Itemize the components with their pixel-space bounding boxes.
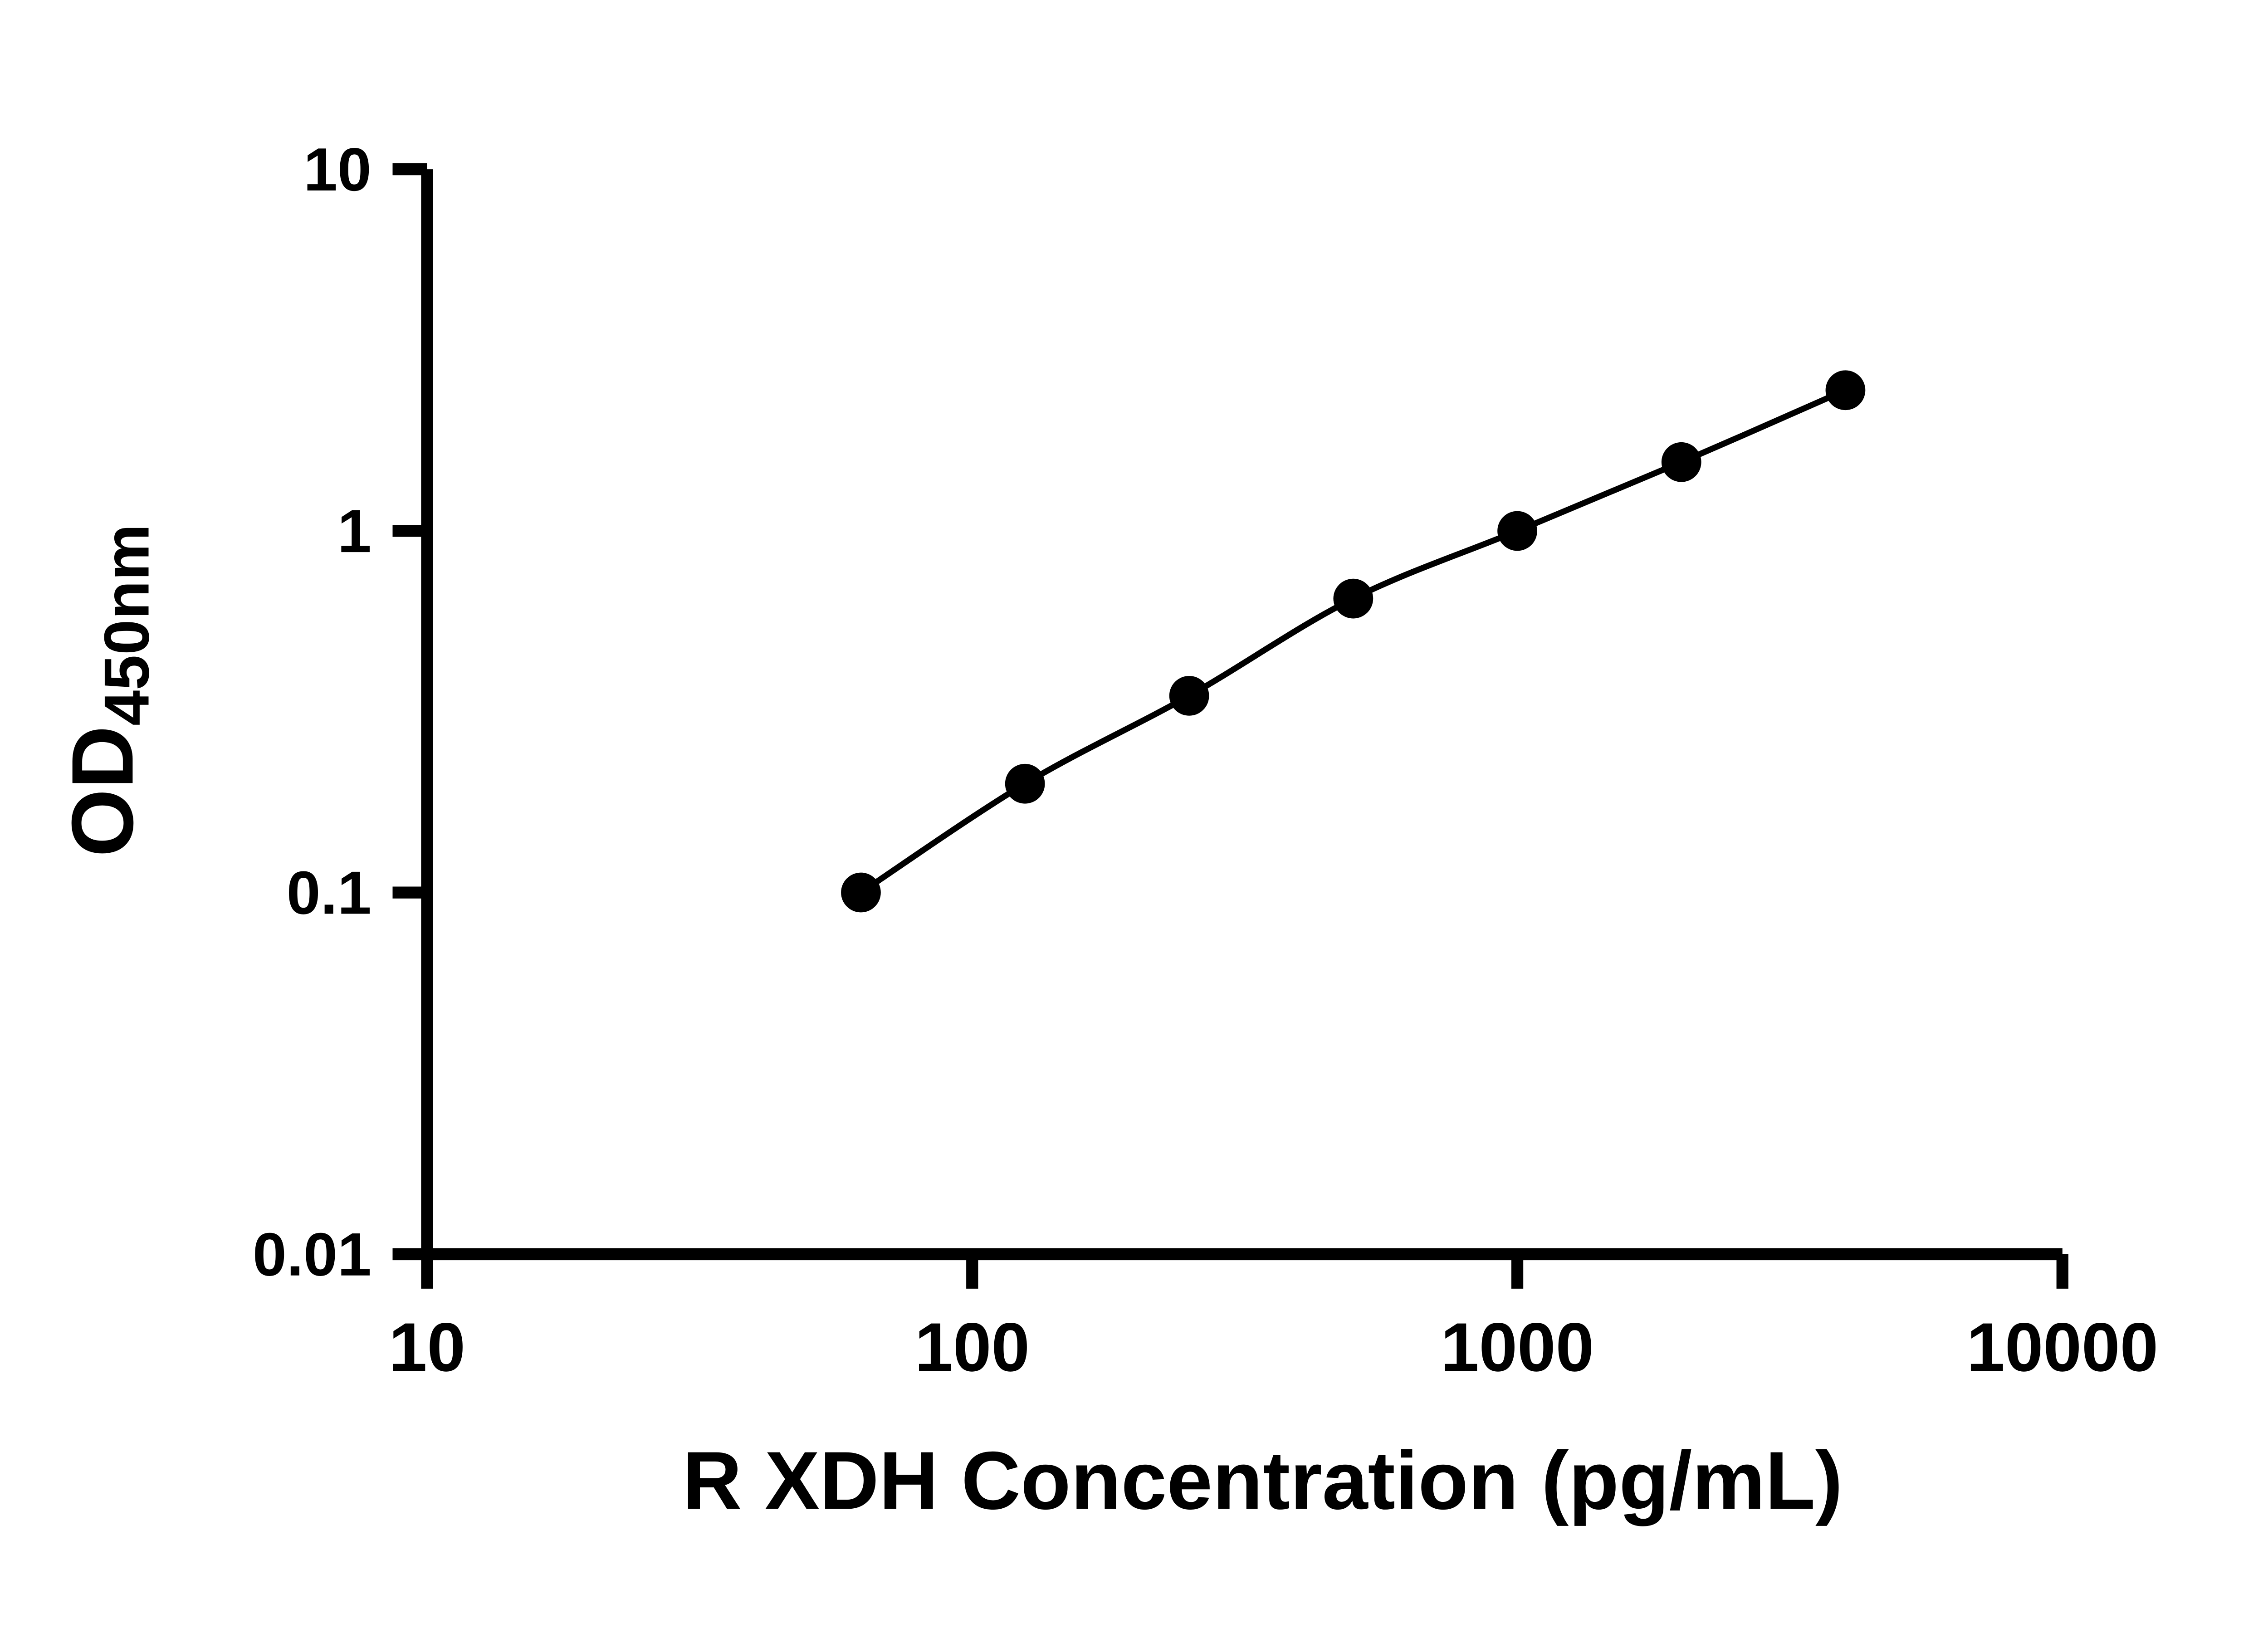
y-axis-title: OD450nm [53, 524, 162, 857]
axis-spine [421, 169, 2063, 1261]
data-point [1333, 578, 1374, 619]
x-tick-label: 10000 [1966, 1309, 2158, 1386]
y-tick-label: 0.01 [253, 1220, 371, 1289]
data-point [1825, 370, 1866, 411]
x-tick-label: 1000 [1441, 1309, 1594, 1386]
y-tick-label: 0.1 [287, 858, 371, 927]
y-tick-label: 1 [337, 497, 371, 565]
data-point [841, 872, 881, 913]
y-axis-title-main: OD [53, 726, 151, 857]
y-axis-title-subscript: 450nm [91, 524, 162, 726]
y-tick-label: 10 [303, 135, 371, 204]
x-tick-label: 100 [914, 1309, 1030, 1386]
data-point [1005, 763, 1045, 804]
data-point [1661, 442, 1701, 482]
x-axis-title: R XDH Concentration (pg/mL) [683, 1435, 1843, 1526]
data-point [1497, 511, 1537, 551]
data-point [1169, 676, 1209, 716]
plot-area: 0.01 0.1 1 10 10 100 1000 10000 [253, 135, 2158, 1386]
x-tick-label: 10 [389, 1309, 465, 1386]
